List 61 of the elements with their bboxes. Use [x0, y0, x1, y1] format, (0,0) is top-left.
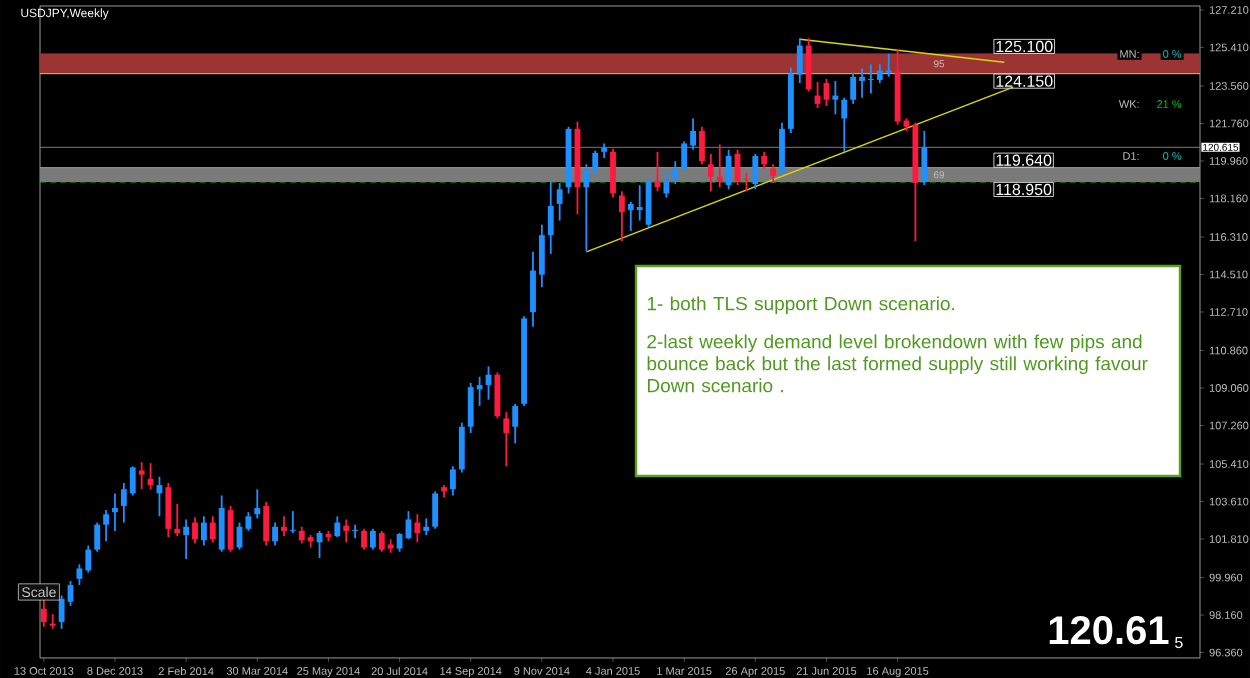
candlestick [369, 527, 376, 551]
annotation: 2-last weekly demand level brokendown with few pips and bounce back but the last formed supply still working favour Down scenario . [647, 334, 1148, 393]
candlestick [165, 482, 172, 539]
annotation: 1- both TLS support Down scenario. [647, 296, 955, 315]
candlestick [770, 163, 777, 184]
candlestick [227, 505, 234, 553]
candlestick [183, 518, 190, 560]
candlestick [272, 521, 278, 547]
candlestick [174, 502, 181, 538]
candlestick [645, 177, 652, 228]
candlestick [343, 518, 350, 544]
candlestick [289, 510, 296, 534]
candlestick [450, 465, 456, 497]
candlestick [672, 160, 679, 185]
candlestick [547, 180, 554, 255]
candlestick [334, 515, 341, 539]
candlestick [610, 147, 616, 199]
annotation: 120.61 [1049, 616, 1169, 645]
candlestick [94, 521, 101, 553]
candlestick [716, 143, 723, 189]
candlestick [352, 523, 359, 540]
candlestick [218, 494, 225, 553]
candlestick [921, 130, 928, 187]
candlestick [779, 121, 785, 176]
ref-line-label: 125.100 [996, 40, 1053, 53]
candlestick [805, 37, 812, 93]
candlestick [263, 500, 270, 547]
candlestick [112, 492, 118, 532]
candlestick [512, 402, 519, 445]
candlestick [138, 461, 145, 491]
candlestick [850, 71, 857, 105]
candlestick [707, 152, 714, 193]
ref-line-label: 118.950 [996, 183, 1052, 196]
candlestick [414, 513, 421, 544]
candlestick [752, 152, 759, 191]
candlestick [432, 490, 439, 530]
candlestick [361, 527, 367, 551]
candlestick [281, 515, 287, 538]
candlestick [49, 613, 56, 630]
candlestick [458, 421, 465, 474]
candlestick [503, 411, 510, 468]
candlestick [209, 515, 216, 544]
candlestick [618, 190, 625, 243]
candlestick [556, 182, 563, 222]
candlestick [592, 149, 599, 176]
candlestick [699, 125, 705, 166]
candlestick [192, 516, 198, 545]
ref-line-label: 119.640 [996, 154, 1052, 166]
candlestick [725, 148, 732, 191]
annotation: 5 [1175, 636, 1183, 649]
candlestick [254, 488, 261, 520]
candlestick [832, 80, 839, 116]
candlestick [583, 163, 590, 252]
candlestick [103, 509, 110, 543]
ref-line-label: 124.150 [996, 75, 1053, 87]
candlestick [663, 169, 670, 199]
candlestick [40, 598, 47, 628]
candlestick [494, 371, 501, 420]
candlestick [841, 96, 848, 153]
candlestick [885, 52, 892, 78]
candlestick [200, 515, 207, 547]
